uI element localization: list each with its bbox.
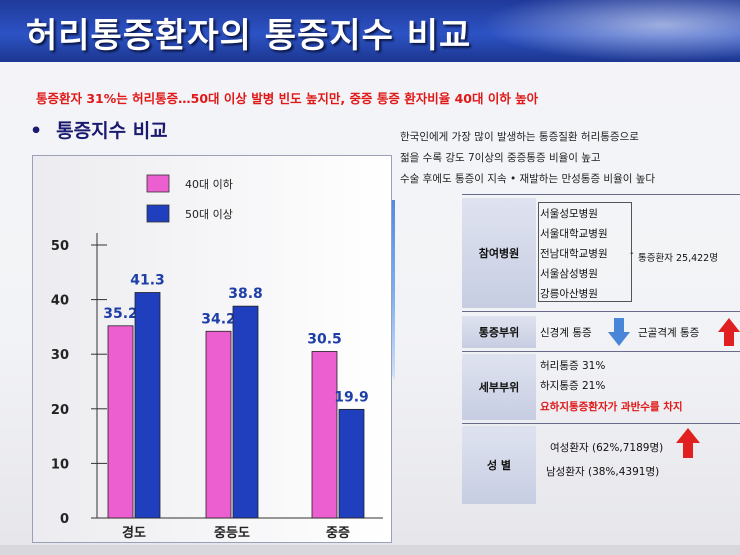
bar xyxy=(205,330,232,519)
table-row-hospitals: 참여병원 서울성모병원 서울대학교병원 전남대학교병원 서울삼성병원 강릉아산병… xyxy=(462,198,740,308)
bottom-strip xyxy=(0,545,740,555)
intro-line: 젊을 수록 강도 7이상의 중증통증 비율이 높고 xyxy=(400,152,601,164)
row-label-pain-area: 통증부위 xyxy=(462,316,536,348)
table-row-detail: 세부부위 허리통증 31% 하지통증 21% 요하지통증환자가 과반수를 차지 xyxy=(462,354,740,420)
bar xyxy=(232,305,259,519)
pain-area-musculo: 근골격계 통증 xyxy=(638,327,700,339)
section-heading-text: 통증지수 비교 xyxy=(56,120,168,142)
hospital-name: 서울대학교병원 xyxy=(540,228,608,240)
legend-swatch xyxy=(146,174,170,193)
legend-label: 50대 이상 xyxy=(185,208,233,221)
title-bar: 허리통증환자의 통증지수 비교 xyxy=(0,0,740,62)
bullet-icon: • xyxy=(30,120,43,142)
intro-text: 한국인에게 가장 많이 발생하는 통증질환 허리통증으로 젊을 수록 강도 7이… xyxy=(400,127,655,190)
legend-label: 40대 이하 xyxy=(185,177,233,191)
detail-item: 허리통증 31% xyxy=(540,360,606,372)
category-label: 경도 xyxy=(122,525,146,541)
hospital-name: 강릉아산병원 xyxy=(540,288,598,300)
detail-item: 하지통증 21% xyxy=(540,380,606,392)
data-label: 38.8 xyxy=(228,286,263,302)
table-row-gender: 성 별 여성환자 (62%,7189명) 남성환자 (38%,4391명) xyxy=(462,426,740,504)
y-tick-label: 0 xyxy=(60,512,69,527)
bar-chart: 0 10 20 30 40 50 35.2 41.3 경도 34.2 38.8 중등도 30.5 19.9… xyxy=(51,174,383,541)
table-row-pain-area: 통증부위 신경계 통증 근골격계 통증 xyxy=(462,316,740,348)
gender-female: 여성환자 (62%,7189명) xyxy=(550,442,664,454)
bar xyxy=(311,351,338,519)
slide-subtitle: 통증환자 31%는 허리통증…50대 이상 발병 빈도 높지만, 중증 통증 환… xyxy=(36,91,539,106)
info-table: 참여병원 서울성모병원 서울대학교병원 전남대학교병원 서울삼성병원 강릉아산병… xyxy=(462,194,740,504)
arrow-up-icon xyxy=(676,428,700,458)
total-patients: 통증환자 25,422명 xyxy=(638,253,718,264)
intro-line: 한국인에게 가장 많이 발생하는 통증질환 허리통증으로 xyxy=(400,131,639,143)
slide-title: 허리통증환자의 통증지수 비교 xyxy=(26,16,472,56)
intro-line: 수술 후에도 통증이 지속 • 재발하는 만성통증 비율이 높다 xyxy=(400,173,656,185)
arrow-down-icon xyxy=(608,318,630,346)
legend-swatch xyxy=(146,204,170,223)
row-label-hospitals: 참여병원 xyxy=(462,198,536,308)
row-label-detail: 세부부위 xyxy=(462,354,536,420)
y-tick-label: 30 xyxy=(51,348,69,363)
data-label: 19.9 xyxy=(334,389,369,405)
bar xyxy=(134,292,161,519)
y-tick-label: 40 xyxy=(51,294,69,309)
arrow-up-icon xyxy=(718,318,740,346)
category-label: 중등도 xyxy=(214,526,250,541)
hospital-name: 전남대학교병원 xyxy=(540,248,608,260)
bar xyxy=(338,408,365,519)
y-tick-label: 20 xyxy=(51,403,69,418)
y-tick-label: 50 xyxy=(51,239,69,254)
category-label: 중증 xyxy=(326,526,350,541)
bar xyxy=(107,325,134,519)
hospital-name: 서울삼성병원 xyxy=(540,268,598,280)
y-tick-label: 10 xyxy=(51,457,69,472)
data-label: 41.3 xyxy=(130,273,165,289)
section-heading: • 통증지수 비교 xyxy=(30,116,168,143)
row-label-gender: 성 별 xyxy=(462,426,536,504)
data-label: 34.2 xyxy=(201,311,236,327)
chart-panel: 0 10 20 30 40 50 35.2 41.3 경도 34.2 38.8 중등도 30.5 19.9… xyxy=(32,155,392,543)
data-label: 30.5 xyxy=(307,331,342,347)
gender-male: 남성환자 (38%,4391명) xyxy=(546,466,660,478)
pain-area-neuro: 신경계 통증 xyxy=(540,327,592,339)
detail-highlight: 요하지통증환자가 과반수를 차지 xyxy=(540,401,683,413)
hospital-name: 서울성모병원 xyxy=(540,208,598,220)
data-label: 35.2 xyxy=(103,306,138,322)
